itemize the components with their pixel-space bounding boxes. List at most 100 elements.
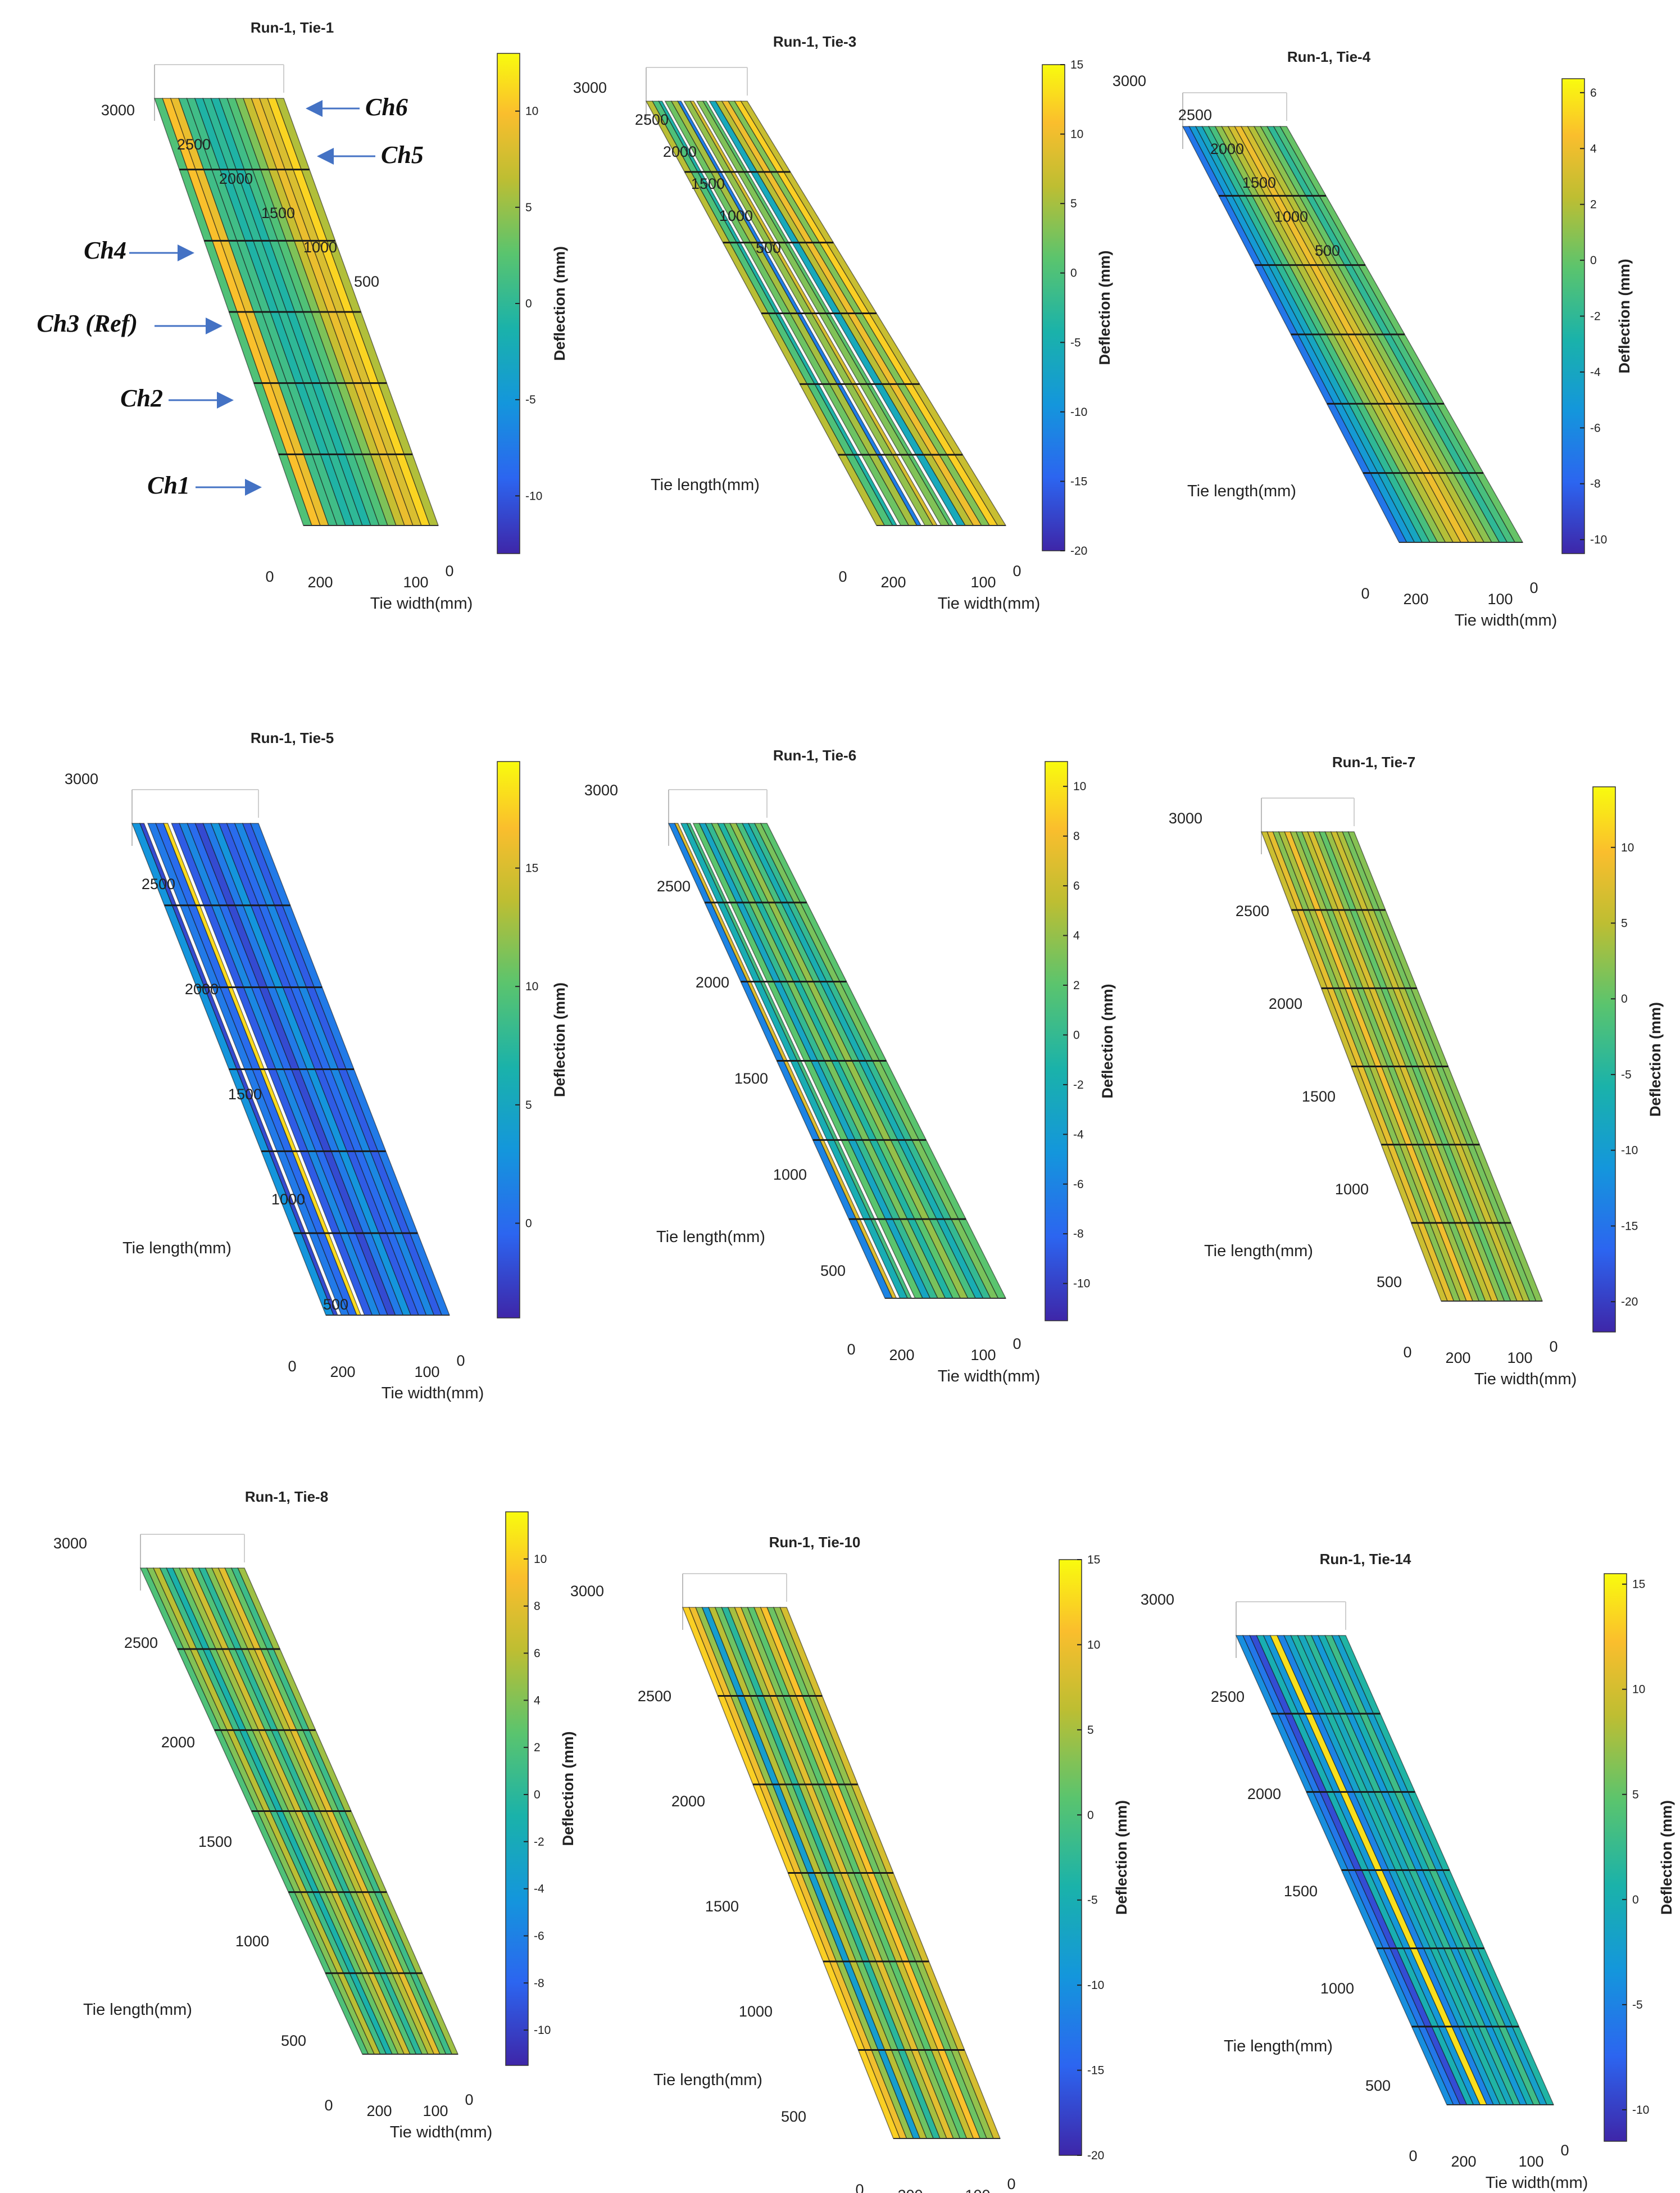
y-tick-label: 500	[820, 1262, 846, 1279]
colorbar-tick-label: 15	[525, 862, 538, 875]
colorbar-tick-label: 4	[1590, 142, 1597, 155]
y-tick-label: 500	[323, 1296, 348, 1313]
x-tick-label: 200	[1451, 2153, 1476, 2170]
y-tick-label: 2000	[219, 170, 253, 187]
y-tick-label: 2500	[1236, 903, 1269, 919]
x-axis-label: Tie width(mm)	[938, 1367, 1041, 1385]
colorbar-tick-label: 8	[534, 1600, 541, 1613]
y-tick-label: 1500	[734, 1070, 768, 1087]
colorbar-tick-label: 6	[1073, 880, 1080, 892]
colorbar-label: Deflection (mm)	[1099, 984, 1116, 1098]
x-tick-label: 100	[970, 1347, 996, 1363]
y-tick-label: 2000	[671, 1793, 705, 1810]
x-tick-label: 100	[970, 574, 996, 591]
colorbar-tick-label: -15	[1621, 1220, 1638, 1233]
x-tick-label: 100	[414, 1363, 439, 1380]
colorbar-tick-label: -5	[1070, 336, 1081, 349]
chart-title: Run-1, Tie-1	[251, 19, 334, 36]
colorbar-tick-label: 2	[1590, 198, 1597, 211]
colorbar	[505, 1511, 529, 2066]
colorbar-tick-label: -4	[1590, 366, 1601, 379]
x-tick-label: 200	[1445, 1349, 1470, 1366]
y-tick-label: 2000	[696, 974, 729, 991]
y-tick-label: 2500	[142, 876, 175, 892]
colorbar	[1604, 1573, 1627, 2142]
colorbar-tick-label: 5	[1632, 1788, 1639, 1801]
channel-label: Ch5	[381, 141, 424, 169]
y-tick-label: 2500	[635, 111, 669, 128]
colorbar-tick-label: -10	[1070, 406, 1087, 419]
colorbar-tick-label: 0	[1073, 1028, 1080, 1041]
x-tick-label: 100	[1507, 1349, 1532, 1366]
colorbar-tick-label: 2	[534, 1741, 541, 1754]
colorbar-tick-label: -10	[1590, 533, 1607, 546]
colorbar-tick-label: -6	[1590, 422, 1601, 434]
colorbar-tick-label: 10	[525, 105, 538, 118]
x-tick-label: 0	[1361, 585, 1369, 602]
colorbar-tick-label: 15	[1632, 1578, 1645, 1591]
colorbar	[497, 761, 520, 1318]
x-tick-label: 0	[1560, 2142, 1569, 2159]
y-tick-label: 500	[1377, 1274, 1402, 1290]
x-tick-label: 200	[307, 574, 333, 591]
y-tick-label: 2000	[161, 1734, 195, 1751]
colorbar-tick-label: 10	[1073, 780, 1086, 793]
colorbar-tick-label: -20	[1621, 1295, 1638, 1308]
x-tick-label: 200	[1403, 591, 1428, 608]
y-tick-label: 1500	[198, 1833, 232, 1850]
chart-panel-8: Run-1, Tie-10300025002000150010005000200…	[570, 1534, 1130, 2193]
colorbar-tick-label: -4	[1073, 1128, 1084, 1141]
x-axis-label: Tie width(mm)	[382, 1384, 484, 1402]
y-axis-label: Tie length(mm)	[1224, 2037, 1333, 2055]
colorbar-tick-label: 10	[534, 1553, 547, 1566]
x-tick-label: 0	[1012, 563, 1021, 579]
x-axis-label: Tie width(mm)	[1455, 611, 1558, 629]
y-tick-label: 2000	[1210, 141, 1244, 157]
colorbar-tick-label: -10	[1632, 2104, 1649, 2117]
colorbar-tick-label: 0	[534, 1788, 541, 1801]
y-tick-label: 1500	[691, 175, 725, 192]
colorbar-tick-label: 0	[525, 1217, 532, 1230]
x-tick-label: 200	[897, 2187, 923, 2193]
colorbar-tick-label: 0	[1632, 1893, 1639, 1906]
colorbar-tick-label: 0	[1590, 254, 1597, 267]
x-tick-label: 0	[1549, 1338, 1558, 1355]
y-axis-label: Tie length(mm)	[122, 1239, 231, 1257]
y-tick-label: 2000	[1247, 1786, 1281, 1802]
colorbar-tick-label: -4	[534, 1883, 544, 1896]
chart-title: Run-1, Tie-8	[245, 1488, 328, 1505]
x-axis-label: Tie width(mm)	[370, 595, 473, 613]
y-tick-label: 2500	[124, 1634, 158, 1651]
colorbar-tick-label: -10	[1087, 1979, 1104, 1992]
colorbar-tick-label: 4	[534, 1694, 541, 1707]
colorbar-tick-label: 15	[1087, 1553, 1100, 1566]
chart-title: Run-1, Tie-10	[769, 1534, 861, 1551]
chart-title: Run-1, Tie-4	[1287, 48, 1371, 65]
y-axis-label: Tie length(mm)	[653, 2071, 762, 2089]
colorbar-tick-label: -10	[1621, 1144, 1638, 1157]
colorbar-tick-label: 10	[1621, 841, 1634, 854]
x-tick-label: 0	[855, 2181, 864, 2193]
y-tick-label: 1000	[739, 2003, 773, 2020]
chart-title: Run-1, Tie-7	[1332, 754, 1415, 771]
colorbar-tick-label: 10	[525, 980, 538, 993]
colorbar-label: Deflection (mm)	[1616, 259, 1633, 373]
y-tick-label: 2500	[657, 878, 691, 895]
channel-label: Ch2	[120, 384, 163, 412]
x-tick-label: 200	[889, 1347, 914, 1363]
y-tick-label: 2500	[638, 1688, 671, 1705]
y-tick-label: 500	[354, 273, 379, 290]
colorbar-tick-label: -10	[525, 490, 542, 502]
colorbar-tick-label: -5	[1087, 1894, 1098, 1907]
y-tick-label: 500	[756, 239, 781, 256]
channel-label: Ch3 (Ref)	[37, 310, 138, 337]
colorbar-tick-label: 8	[1073, 830, 1080, 843]
colorbar-tick-label: 10	[1087, 1638, 1100, 1651]
chart-title: Run-1, Tie-5	[251, 730, 334, 746]
colorbar-tick-label: 6	[534, 1647, 541, 1660]
y-tick-label: 2500	[177, 136, 211, 153]
y-tick-label: 3000	[101, 102, 135, 119]
